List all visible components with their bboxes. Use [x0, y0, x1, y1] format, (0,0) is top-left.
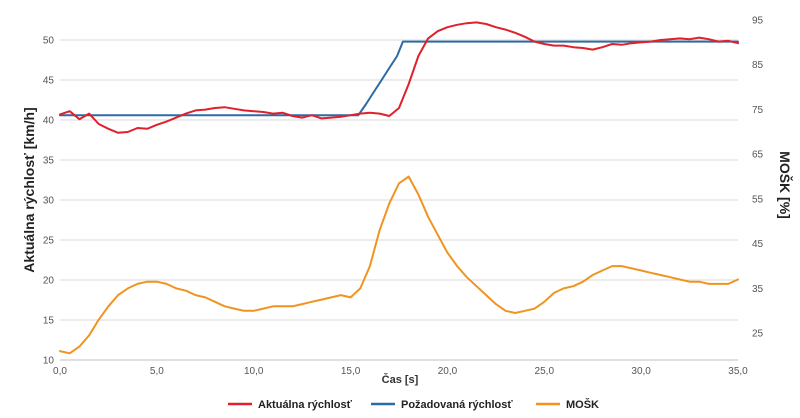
y-right-tick-label: 75 — [752, 105, 764, 116]
y-left-axis-title: Aktuálna rýchlosť [km/h] — [21, 107, 37, 272]
x-tick-label: 30,0 — [631, 366, 651, 377]
y-left-tick-label: 50 — [43, 36, 55, 47]
series-line-aktualna-rychlost — [59, 21, 739, 134]
y-left-tick-label: 30 — [43, 196, 55, 207]
legend-item-actual-speed: Aktuálna rýchlosť — [228, 399, 353, 411]
y-right-tick-label: 85 — [752, 60, 764, 71]
y-left-tick-label: 20 — [43, 276, 55, 287]
y-right-tick-labels: 25 35 45 55 65 75 85 95 — [752, 16, 764, 340]
y-left-tick-label: 10 — [43, 356, 55, 367]
y-left-tick-label: 40 — [43, 116, 55, 127]
x-tick-labels: 0,0 5,0 10,0 15,0 20,0 25,0 30,0 35,0 — [53, 366, 748, 377]
x-tick-label: 15,0 — [341, 366, 361, 377]
y-right-tick-label: 45 — [752, 239, 764, 250]
y-left-tick-labels: 10 15 20 25 30 35 40 45 50 — [43, 36, 55, 367]
y-right-tick-label: 65 — [752, 150, 764, 161]
x-tick-label: 10,0 — [244, 366, 264, 377]
legend-item-target-speed: Požadovaná rýchlosť — [371, 399, 513, 411]
x-tick-label: 0,0 — [53, 366, 67, 377]
x-tick-label: 35,0 — [728, 366, 748, 377]
y-right-tick-label: 55 — [752, 194, 764, 205]
series-line-pozadovana-rychlost — [59, 40, 739, 117]
y-right-tick-label: 95 — [752, 16, 764, 27]
legend-label-mosk: MOŠK — [566, 398, 599, 411]
x-tick-label: 5,0 — [150, 366, 164, 377]
y-right-axis-title: MOŠK [%] — [777, 151, 794, 219]
legend: Aktuálna rýchlosť Požadovaná rýchlosť MO… — [228, 398, 599, 411]
x-tick-label: 20,0 — [438, 366, 458, 377]
gridlines — [60, 39, 738, 361]
y-left-tick-label: 35 — [43, 156, 55, 167]
x-axis-title: Čas [s] — [382, 373, 419, 386]
series-line-mosk — [59, 175, 739, 355]
legend-item-mosk: MOŠK — [536, 398, 599, 411]
y-left-tick-label: 15 — [43, 316, 55, 327]
legend-label-actual-speed: Aktuálna rýchlosť — [258, 399, 353, 411]
y-left-tick-label: 45 — [43, 76, 55, 87]
x-tick-label: 25,0 — [535, 366, 555, 377]
y-right-tick-label: 25 — [752, 329, 764, 340]
legend-label-target-speed: Požadovaná rýchlosť — [401, 399, 513, 411]
series-lines — [59, 21, 739, 355]
y-left-tick-label: 25 — [43, 236, 55, 247]
y-right-tick-label: 35 — [752, 284, 764, 295]
